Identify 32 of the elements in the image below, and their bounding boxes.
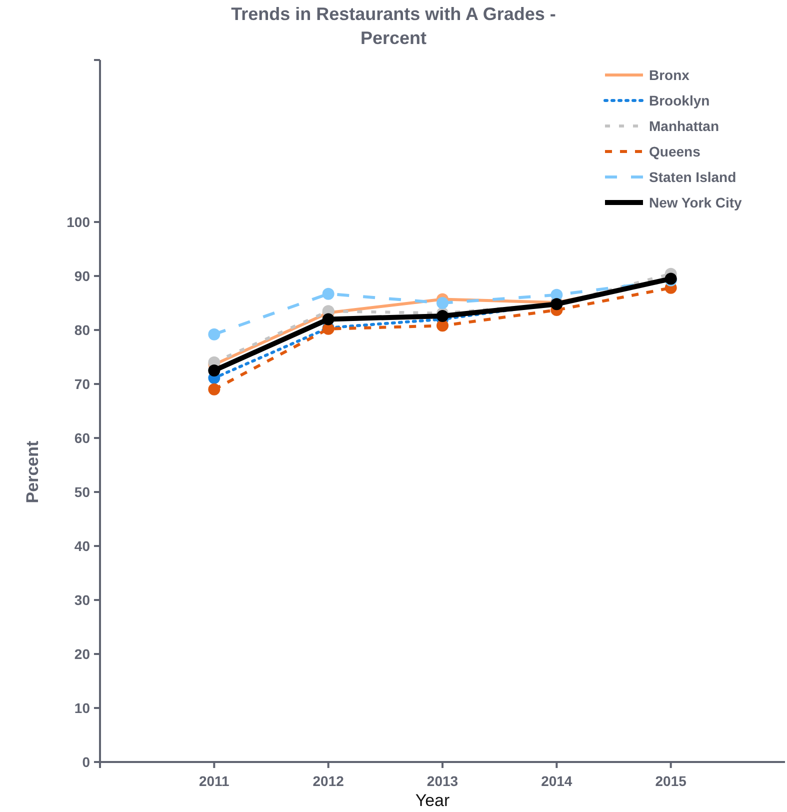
x-tick-label: 2013 bbox=[426, 773, 458, 789]
legend-label: Staten Island bbox=[649, 169, 736, 185]
y-tick-label: 70 bbox=[74, 376, 90, 392]
x-axis-title: Year bbox=[415, 791, 450, 810]
chart-title: Trends in Restaurants with A Grades - Percent bbox=[231, 4, 556, 48]
y-tick-label: 100 bbox=[66, 214, 90, 230]
point bbox=[436, 310, 448, 322]
point bbox=[208, 364, 220, 376]
point bbox=[208, 328, 220, 340]
y-axis-title: Percent bbox=[23, 440, 42, 504]
y-tick-label: 0 bbox=[82, 754, 90, 770]
point bbox=[322, 288, 334, 300]
y-tick-label: 40 bbox=[74, 538, 90, 554]
x-tick-label: 2011 bbox=[198, 773, 230, 789]
legend-label: Queens bbox=[649, 144, 701, 160]
point bbox=[436, 297, 448, 309]
legend-label: Brooklyn bbox=[649, 92, 710, 108]
point bbox=[208, 383, 220, 396]
y-tick-label: 10 bbox=[74, 700, 90, 716]
x-tick-label: 2015 bbox=[655, 773, 687, 789]
y-tick-label: 80 bbox=[74, 322, 90, 338]
legend-label: New York City bbox=[649, 194, 742, 210]
x-tick-label: 2014 bbox=[541, 773, 572, 789]
legend-label: Bronx bbox=[649, 67, 690, 83]
y-tick-label: 50 bbox=[74, 484, 90, 500]
y-tick-label: 20 bbox=[74, 646, 90, 662]
point bbox=[322, 313, 334, 326]
legend-label: Manhattan bbox=[649, 118, 719, 134]
y-tick-label: 60 bbox=[74, 430, 90, 446]
x-tick-label: 2012 bbox=[312, 773, 344, 789]
y-tick-label: 30 bbox=[74, 592, 90, 608]
y-tick-label: 90 bbox=[74, 268, 90, 284]
